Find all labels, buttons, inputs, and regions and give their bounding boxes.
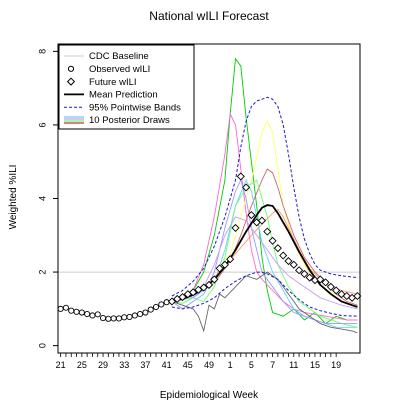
x-tick-label: 5: [249, 360, 254, 370]
x-tick-label: 11: [289, 360, 298, 370]
observed-point: [105, 315, 112, 322]
band-lower: [171, 271, 358, 317]
band-upper: [171, 96, 358, 297]
chart-title: National wILI Forecast: [149, 9, 269, 23]
observed-point: [152, 303, 160, 311]
plot-area: [57, 57, 362, 334]
legend-key-observed: [67, 65, 75, 72]
x-tick-label: 49: [204, 360, 214, 370]
observed-point: [89, 312, 96, 319]
observed-point: [158, 301, 165, 308]
future-point: [273, 244, 282, 253]
future-point: [257, 216, 267, 225]
y-tick-label: 0: [37, 343, 47, 348]
observed-point: [163, 299, 170, 306]
observed-point: [84, 310, 91, 318]
y-tick-label: 6: [37, 122, 47, 127]
observed-point: [115, 315, 122, 322]
future-point: [332, 286, 341, 295]
x-tick-label: 37: [140, 360, 150, 370]
future-point: [289, 260, 298, 269]
posterior-draw-7: [171, 178, 358, 325]
observed-point: [99, 315, 107, 322]
observed-point: [142, 309, 149, 316]
future-point: [279, 251, 288, 260]
future-point: [263, 227, 272, 236]
posterior-draw-1: [171, 57, 358, 325]
legend-label-draws: 10 Posterior Draws: [89, 115, 170, 126]
x-tick-label: 45: [183, 360, 193, 370]
future-point: [316, 275, 325, 284]
legend-label-observed: Observed wILI: [89, 64, 150, 75]
observed-point: [78, 309, 85, 316]
y-axis-label: Weighted %ILI: [8, 165, 19, 230]
future-point: [300, 269, 309, 278]
future-point: [226, 255, 235, 264]
observed-point: [131, 312, 138, 319]
future-point: [199, 283, 208, 292]
observed-point: [121, 314, 128, 321]
legend-label-baseline: CDC Baseline: [89, 51, 149, 62]
observed-point: [73, 308, 80, 315]
y-tick-label: 4: [37, 196, 47, 201]
future-point: [220, 260, 229, 269]
future-point: [305, 273, 314, 282]
legend-label-bands: 95% Pointwise Bands: [89, 102, 181, 113]
x-tick-label: 21: [56, 360, 66, 370]
x-axis-label: Epidemiological Week: [160, 390, 259, 401]
future-point: [236, 172, 245, 181]
observed-point: [68, 307, 75, 314]
future-point: [204, 280, 214, 289]
future-point: [242, 183, 251, 192]
legend-box: [58, 44, 195, 130]
observed-point: [110, 315, 117, 322]
y-tick-label: 8: [37, 49, 47, 54]
future-point: [189, 288, 198, 297]
future-point: [194, 285, 203, 294]
x-tick-label: 15: [310, 360, 320, 370]
future-point: [268, 236, 277, 245]
future-point: [215, 264, 224, 273]
future-point: [210, 275, 219, 284]
observed-point: [94, 311, 101, 318]
x-tick-label: 19: [331, 360, 341, 370]
posterior-draw-9: [171, 271, 358, 334]
future-point: [326, 282, 335, 291]
future-point: [284, 256, 293, 266]
future-point: [295, 266, 304, 275]
x-tick-label: 33: [119, 360, 129, 370]
x-tick-label: 25: [77, 360, 87, 370]
observed-point: [137, 310, 144, 318]
legend-key-future: [66, 77, 76, 86]
x-tick-label: 7: [270, 360, 275, 370]
legend: CDC Baseline Observed wILI Future wILI Mean…: [58, 44, 195, 130]
x-tick-label: 29: [98, 360, 108, 370]
legend-label-mean: Mean Prediction: [89, 90, 158, 101]
posterior-draw-6: [171, 179, 358, 328]
legend-label-future: Future wILI: [89, 77, 137, 88]
future-point: [321, 278, 330, 287]
future-point: [231, 223, 240, 232]
future-point: [247, 211, 256, 220]
x-tick-label: 41: [162, 360, 172, 370]
observed-point: [62, 304, 69, 311]
y-tick-label: 2: [37, 270, 47, 275]
posterior-draw-5: [171, 178, 358, 328]
future-point: [178, 293, 187, 302]
observed-point: [147, 306, 154, 313]
observed-point: [126, 313, 133, 321]
posterior-draw-2: [171, 112, 358, 321]
observed-point: [57, 305, 64, 312]
x-tick-label: 1: [228, 360, 233, 370]
future-point: [167, 297, 176, 306]
